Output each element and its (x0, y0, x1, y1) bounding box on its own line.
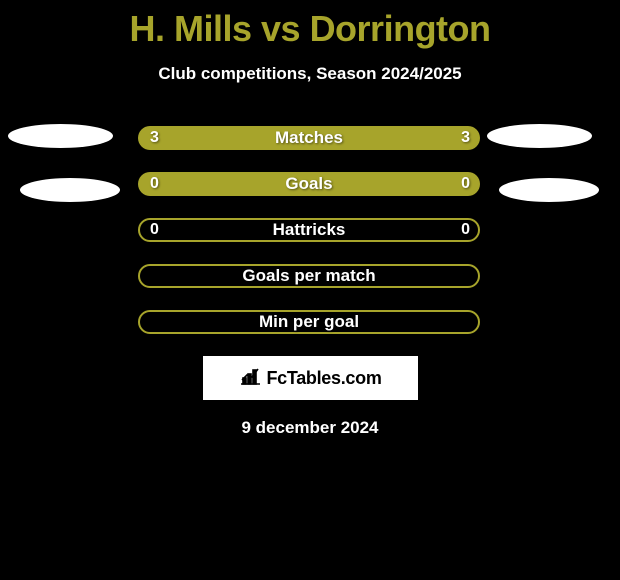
subtitle: Club competitions, Season 2024/2025 (0, 64, 620, 84)
vs-text: vs (261, 8, 300, 49)
brand-box: FcTables.com (203, 356, 418, 400)
stat-label: Goals per match (138, 264, 480, 288)
stat-value-right: 3 (461, 126, 470, 150)
comparison-title: H. Mills vs Dorrington (0, 0, 620, 50)
placeholder-oval (8, 124, 113, 148)
stat-row-goals-per-match: Goals per match (0, 264, 620, 288)
brand-text: FcTables.com (266, 368, 381, 389)
brand-logo-icon (238, 366, 262, 391)
stat-value-right: 0 (461, 218, 470, 242)
stats-container: 3 Matches 3 0 Goals 0 0 Hattricks 0 Goal… (0, 126, 620, 334)
stat-label: Matches (138, 126, 480, 150)
placeholder-oval (499, 178, 599, 202)
player1-name: H. Mills (129, 8, 251, 49)
stat-label: Min per goal (138, 310, 480, 334)
stat-row-min-per-goal: Min per goal (0, 310, 620, 334)
date-text: 9 december 2024 (0, 418, 620, 438)
stat-label: Goals (138, 172, 480, 196)
player2-name: Dorrington (310, 8, 491, 49)
stat-row-hattricks: 0 Hattricks 0 (0, 218, 620, 242)
placeholder-oval (20, 178, 120, 202)
placeholder-oval (487, 124, 592, 148)
stat-label: Hattricks (138, 218, 480, 242)
stat-value-right: 0 (461, 172, 470, 196)
